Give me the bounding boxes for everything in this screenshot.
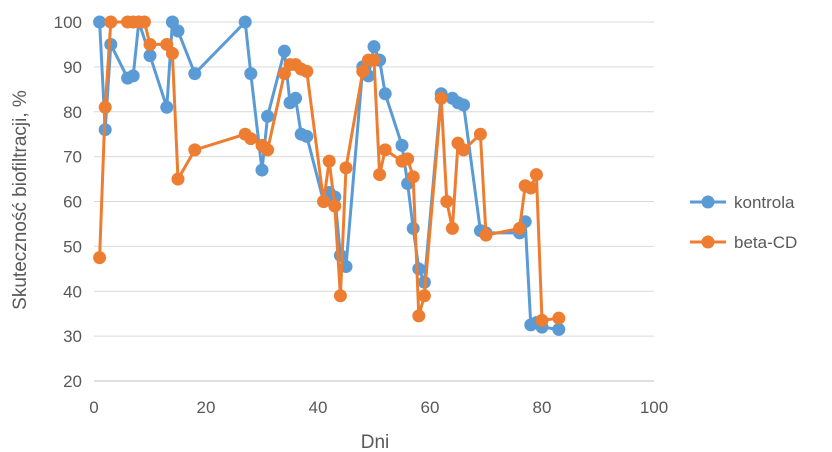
- legend-label: kontrola: [734, 193, 795, 212]
- data-point: [244, 67, 258, 81]
- data-point: [401, 152, 415, 166]
- x-tick-label: 60: [421, 398, 440, 417]
- data-point: [434, 91, 448, 105]
- y-tick-label: 30: [63, 327, 82, 346]
- data-point: [333, 289, 347, 303]
- legend: kontrola beta-CD: [690, 193, 797, 252]
- data-point: [261, 109, 275, 123]
- data-point: [300, 129, 314, 143]
- y-tick-label: 80: [63, 103, 82, 122]
- series-line: [98, 20, 560, 331]
- data-point: [457, 143, 471, 157]
- legend-item: beta-CD: [690, 233, 797, 252]
- data-point: [373, 168, 387, 182]
- data-point: [513, 221, 527, 235]
- x-tick-label: 40: [309, 398, 328, 417]
- data-point: [412, 309, 426, 323]
- y-tick-label: 40: [63, 282, 82, 301]
- data-point: [440, 195, 454, 208]
- y-tick-label: 50: [63, 237, 82, 256]
- data-point: [98, 100, 112, 114]
- data-point: [412, 262, 426, 276]
- legend-swatch-marker: [701, 235, 715, 249]
- y-axis-ticks: 20 30 40 50 60 70 80 90 100: [54, 13, 82, 391]
- x-axis-title: Dni: [361, 432, 390, 452]
- data-point: [126, 69, 140, 83]
- data-point: [322, 154, 336, 168]
- data-point: [171, 172, 185, 186]
- data-point: [445, 221, 459, 235]
- x-tick-label: 20: [197, 398, 216, 417]
- data-point: [552, 322, 566, 336]
- data-point: [457, 98, 471, 112]
- data-point: [255, 163, 269, 177]
- legend-item: kontrola: [690, 193, 795, 212]
- data-point: [406, 221, 420, 235]
- data-point: [328, 199, 342, 213]
- data-point: [300, 64, 314, 78]
- data-point: [238, 15, 252, 29]
- series-beta-CD: [93, 15, 566, 327]
- y-tick-label: 90: [63, 58, 82, 77]
- data-point: [524, 181, 538, 195]
- data-point: [317, 195, 331, 208]
- data-point: [356, 64, 370, 78]
- y-tick-label: 100: [54, 13, 82, 32]
- data-point: [339, 161, 353, 175]
- data-point: [143, 37, 157, 51]
- data-point: [535, 313, 549, 327]
- data-point: [137, 15, 151, 29]
- data-point: [188, 67, 202, 81]
- y-tick-label: 20: [63, 372, 82, 391]
- data-point: [367, 40, 381, 54]
- series-layer: [93, 15, 566, 336]
- x-tick-label: 0: [89, 398, 98, 417]
- data-point: [406, 170, 420, 184]
- data-point: [244, 132, 258, 146]
- data-point: [171, 24, 185, 38]
- data-point: [289, 91, 303, 105]
- data-point: [160, 100, 174, 114]
- y-axis-title: Skuteczność biofiltracji, %: [10, 90, 31, 310]
- gridlines: [94, 21, 654, 337]
- x-axis-ticks: 0 20 40 60 80 100: [89, 398, 668, 417]
- data-point: [165, 46, 179, 60]
- data-point: [104, 15, 118, 29]
- data-point: [473, 127, 487, 141]
- data-point: [93, 251, 107, 265]
- data-point: [395, 138, 409, 152]
- data-point: [188, 143, 202, 157]
- y-tick-label: 70: [63, 148, 82, 167]
- series-kontrola: [93, 15, 566, 336]
- legend-label: beta-CD: [734, 233, 797, 252]
- data-point: [378, 87, 392, 101]
- data-point: [378, 143, 392, 157]
- data-point: [367, 53, 381, 67]
- data-point: [277, 44, 291, 58]
- data-point: [261, 143, 275, 157]
- data-point: [143, 49, 157, 63]
- data-point: [417, 289, 431, 303]
- x-tick-label: 80: [533, 398, 552, 417]
- y-tick-label: 60: [63, 193, 82, 212]
- data-point: [333, 248, 347, 262]
- data-point: [529, 168, 543, 182]
- legend-swatch-marker: [701, 195, 715, 209]
- x-tick-label: 100: [640, 398, 668, 417]
- data-point: [479, 228, 493, 242]
- data-point: [552, 311, 566, 325]
- data-point: [93, 15, 107, 29]
